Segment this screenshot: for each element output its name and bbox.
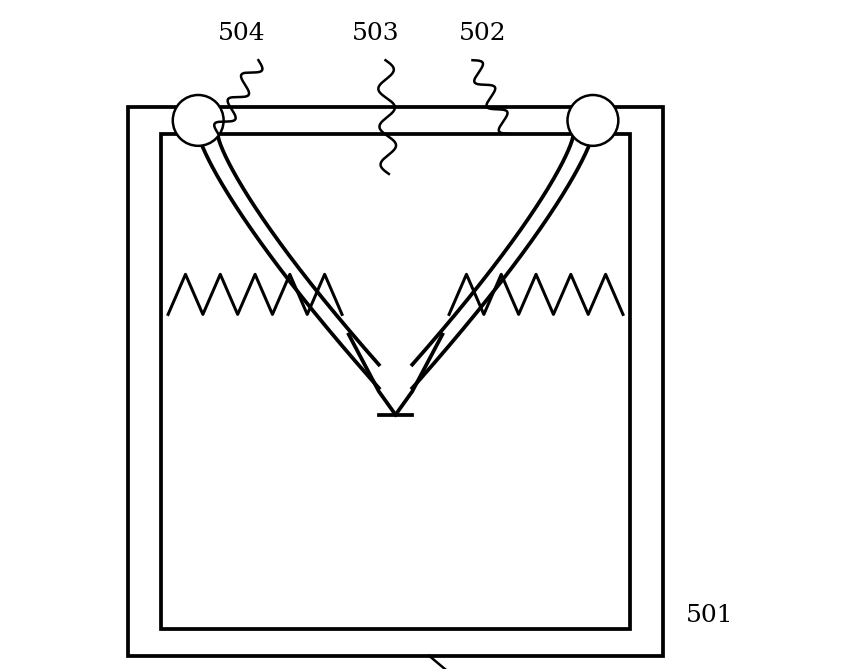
Circle shape (567, 95, 619, 146)
Text: 502: 502 (459, 22, 506, 45)
Text: 503: 503 (352, 22, 399, 45)
Circle shape (172, 95, 224, 146)
Text: 504: 504 (218, 22, 265, 45)
Bar (161, 134, 630, 629)
Text: 501: 501 (686, 604, 734, 627)
Bar (128, 107, 663, 656)
